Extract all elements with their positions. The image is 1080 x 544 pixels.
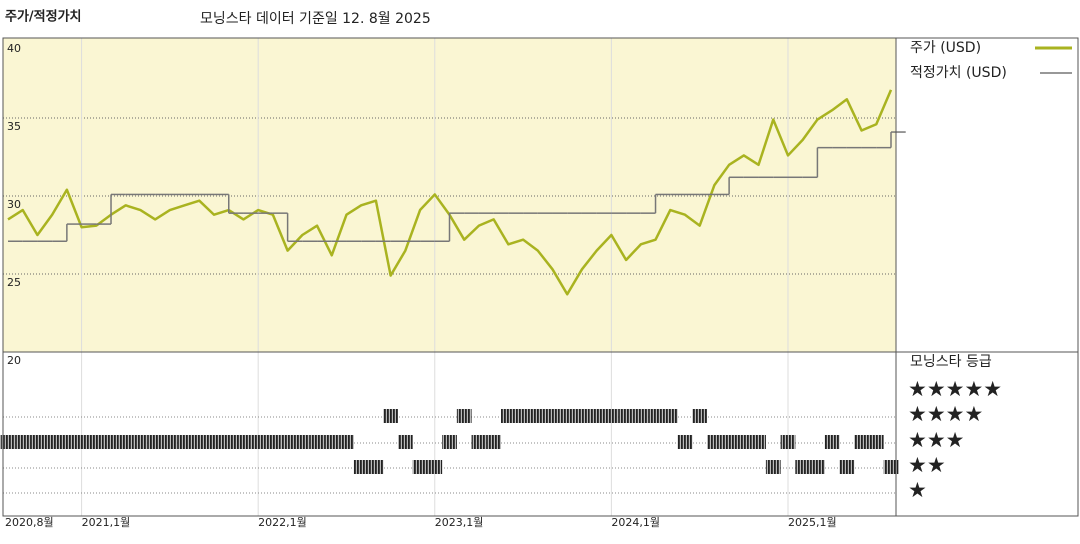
rating-bar — [280, 435, 295, 449]
rating-bar — [74, 435, 89, 449]
rating-bar — [368, 460, 384, 474]
rating-bar — [221, 435, 237, 449]
rating-bar — [707, 435, 722, 449]
rating-bar — [780, 435, 796, 449]
rating-bar — [0, 435, 16, 449]
x-tick-label: 2021,1월 — [82, 516, 131, 529]
rating-title: 모닝스타 등급 — [910, 354, 992, 370]
rating-bar — [486, 435, 502, 449]
rating-bar — [883, 460, 899, 474]
rating-bar — [559, 409, 575, 423]
rating-bar — [854, 435, 869, 449]
rating-bar — [177, 435, 192, 449]
rating-bar — [383, 409, 398, 423]
legend-label: 적정가치 (USD) — [910, 65, 1007, 81]
rating-bar — [339, 435, 354, 449]
y-tick-label: 25 — [7, 276, 21, 289]
rating-bar — [751, 435, 766, 449]
rating-bar — [633, 409, 649, 423]
x-tick-label: 2024,1월 — [611, 516, 660, 529]
rating-bar — [795, 460, 811, 474]
rating-bar — [824, 435, 840, 449]
rating-bar — [471, 435, 487, 449]
rating-bar — [147, 435, 163, 449]
rating-bar — [721, 435, 737, 449]
rating-bar — [677, 435, 693, 449]
rating-bar — [456, 409, 472, 423]
rating-bar — [353, 460, 369, 474]
rating-label: ★★★★★ — [908, 377, 1002, 401]
rating-bar — [692, 409, 708, 423]
rating-label: ★★★ — [908, 428, 964, 452]
rating-bar — [530, 409, 546, 423]
rating-bar — [515, 409, 531, 423]
rating-bar — [162, 435, 178, 449]
rating-bar — [309, 435, 325, 449]
rating-bar — [206, 435, 222, 449]
rating-bar — [118, 435, 134, 449]
rating-label: ★ — [908, 478, 927, 502]
rating-bar — [868, 435, 884, 449]
rating-bar — [501, 409, 516, 423]
rating-bar — [103, 435, 119, 449]
rating-bar — [618, 409, 634, 423]
x-tick-label: 2023,1월 — [435, 516, 484, 529]
rating-bar — [324, 435, 340, 449]
rating-bar — [736, 435, 752, 449]
rating-bar — [765, 460, 781, 474]
rating-bar — [427, 460, 443, 474]
chart-title: 주가/적정가치 — [5, 9, 82, 25]
rating-bar — [839, 460, 855, 474]
rating-bar — [88, 435, 104, 449]
rating-bar — [236, 435, 251, 449]
rating-bar — [30, 435, 45, 449]
rating-bar — [604, 409, 619, 423]
rating-bar — [589, 409, 605, 423]
rating-bar — [810, 460, 825, 474]
rating-bar — [59, 435, 75, 449]
rating-bar — [265, 435, 281, 449]
rating-bar — [574, 409, 590, 423]
legend-label: 주가 (USD) — [910, 40, 981, 56]
y-tick-label: 20 — [7, 354, 21, 367]
x-tick-label: 2025,1월 — [788, 516, 837, 529]
rating-bar — [397, 435, 413, 449]
frame — [2, 37, 1079, 517]
rating-bar — [545, 409, 560, 423]
rating-bar — [662, 409, 678, 423]
x-tick-label: 2022,1월 — [258, 516, 307, 529]
rating-bar — [133, 435, 148, 449]
y-tick-label: 30 — [7, 198, 21, 211]
plot: 40 35 30 25 20 2020,8월 2021,1월 2022,1월 2023,1월 20… — [0, 38, 906, 529]
rating-bar — [250, 435, 266, 449]
rating-bar — [191, 435, 207, 449]
rating-bar — [44, 435, 60, 449]
rating-label: ★★ — [908, 453, 946, 477]
rating-bar — [442, 435, 457, 449]
chart-subtitle: 모닝스타 데이터 기준일 12. 8월 2025 — [200, 11, 431, 27]
y-tick-label: 40 — [7, 42, 21, 55]
rating-label: ★★★★ — [908, 402, 983, 426]
y-tick-label: 35 — [7, 120, 21, 133]
x-tick-label: 2020,8월 — [5, 516, 54, 529]
rating-bar — [294, 435, 310, 449]
rating-bar — [648, 409, 663, 423]
rating-bar — [412, 460, 428, 474]
rating-bar — [15, 435, 31, 449]
